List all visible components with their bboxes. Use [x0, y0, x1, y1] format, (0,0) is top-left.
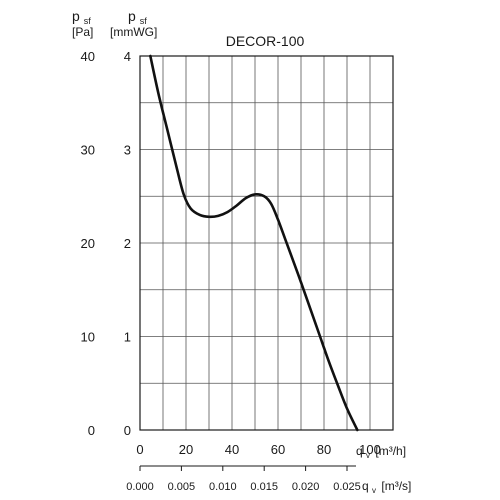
y-pa-tick-label: 20: [81, 236, 95, 251]
y-mmwg-tick-label: 1: [124, 330, 131, 345]
grid: [139, 55, 394, 431]
x-top-symbol: q: [356, 444, 363, 458]
plot-frame: [139, 55, 394, 431]
x-tick-label: 100: [359, 442, 381, 457]
y-pa-tick-label: 0: [88, 423, 95, 438]
y-right-unit: p sf [mmWG]: [110, 8, 157, 39]
curve-layer: [149, 54, 359, 432]
y-mmwg-tick-label: 4: [124, 49, 131, 64]
x-top-unit-label: [m³/h]: [375, 444, 406, 458]
performance-curve: [149, 54, 359, 432]
x2-tick-label: 0.010: [209, 481, 237, 493]
x2-tick-label: 0.005: [168, 481, 196, 493]
chart-title: DECOR-100: [226, 33, 305, 49]
x-tick-label: 60: [271, 442, 285, 457]
y-left-subscript: sf: [84, 16, 92, 26]
x-bottom-symbol: q: [362, 479, 369, 493]
x-top-subscript: v: [366, 451, 370, 460]
x-top-unit: q v [m³/h]: [356, 444, 406, 461]
svg-text:q v [m³/h]: q v [m³/h]: [356, 444, 406, 461]
x-tick-label: 40: [225, 442, 239, 457]
y-right-unit-label: [mmWG]: [110, 25, 157, 39]
svg-text:p sf: p sf: [128, 8, 147, 26]
x2-tick-label: 0.020: [292, 481, 320, 493]
x-tick-label: 20: [179, 442, 193, 457]
plot-border: [139, 55, 394, 431]
y-right-symbol: p: [128, 8, 136, 24]
x-tick-label: 0: [136, 442, 143, 457]
y-mmwg-tick-label: 2: [124, 236, 131, 251]
y-pa-tick-label: 10: [81, 330, 95, 345]
y-right-subscript: sf: [140, 16, 148, 26]
svg-text:p sf: p sf: [72, 8, 91, 26]
x2-tick-label: 0.025: [333, 481, 361, 493]
y-left-unit-label: [Pa]: [72, 25, 93, 39]
y-pa-tick-label: 40: [81, 49, 95, 64]
x-bottom-unit-label: [m³/s]: [381, 479, 411, 493]
x-tick-label: 80: [317, 442, 331, 457]
y-mmwg-tick-label: 0: [124, 423, 131, 438]
y-left-unit: p sf [Pa]: [72, 8, 93, 39]
y-pa-tick-label: 30: [81, 143, 95, 158]
x-bottom-subscript: v: [372, 486, 376, 495]
x2-tick-label: 0.000: [126, 481, 154, 493]
y-left-symbol: p: [72, 8, 80, 24]
svg-text:q v [m³/s]: q v [m³/s]: [362, 479, 411, 496]
x2-tick-label: 0.015: [250, 481, 278, 493]
x-bottom-unit: q v [m³/s]: [362, 479, 411, 496]
y-mmwg-tick-label: 3: [124, 143, 131, 158]
